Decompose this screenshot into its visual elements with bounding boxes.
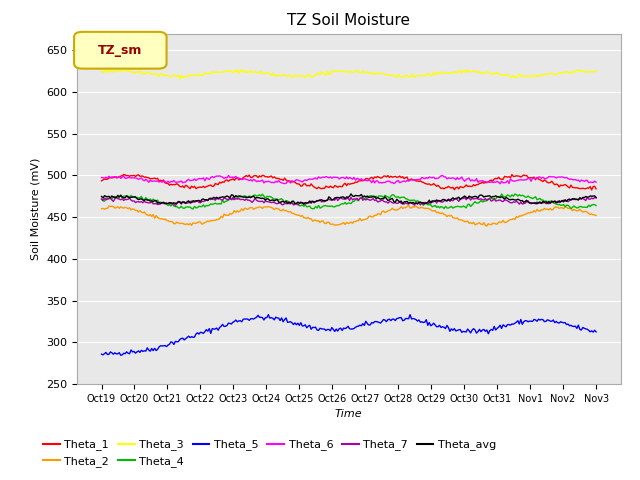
Theta_3 bbox=[511, 74, 518, 80]
Theta_1 bbox=[377, 175, 385, 181]
Theta_5 bbox=[247, 316, 255, 322]
Line: Theta_2: Theta_2 bbox=[102, 205, 596, 226]
Theta_1 bbox=[588, 187, 595, 193]
Line: Theta_3: Theta_3 bbox=[102, 70, 596, 79]
Theta_1 bbox=[209, 183, 216, 189]
Theta_2 bbox=[98, 206, 106, 212]
Theta_2 bbox=[404, 203, 412, 208]
Theta_3 bbox=[378, 71, 386, 77]
Theta_4 bbox=[511, 191, 518, 197]
Theta_4 bbox=[98, 196, 106, 202]
Theta_1 bbox=[504, 174, 511, 180]
Text: TZ_sm: TZ_sm bbox=[98, 44, 143, 57]
Title: TZ Soil Moisture: TZ Soil Moisture bbox=[287, 13, 410, 28]
Theta_avg bbox=[245, 194, 253, 200]
Theta_4 bbox=[104, 197, 111, 203]
Theta_avg bbox=[98, 193, 106, 199]
Theta_4 bbox=[505, 193, 513, 199]
Theta_3 bbox=[592, 68, 600, 74]
Theta_2 bbox=[511, 216, 518, 222]
Theta_avg bbox=[300, 202, 308, 207]
Theta_7 bbox=[247, 198, 255, 204]
Theta_2 bbox=[375, 211, 383, 216]
Theta_4 bbox=[377, 193, 385, 199]
Theta_1 bbox=[247, 175, 255, 180]
Theta_5 bbox=[592, 329, 600, 335]
Theta_avg bbox=[378, 196, 386, 202]
Theta_1 bbox=[509, 174, 517, 180]
Line: Theta_avg: Theta_avg bbox=[102, 194, 596, 204]
Theta_7 bbox=[172, 203, 179, 208]
Theta_3 bbox=[505, 73, 513, 79]
Theta_3 bbox=[176, 76, 184, 82]
Theta_1 bbox=[592, 186, 600, 192]
Theta_avg bbox=[347, 191, 355, 197]
Theta_5 bbox=[117, 352, 125, 358]
Theta_3 bbox=[210, 70, 218, 75]
Theta_6 bbox=[98, 175, 106, 180]
Theta_2 bbox=[207, 217, 214, 223]
Theta_6 bbox=[511, 178, 518, 184]
Theta_7 bbox=[104, 196, 111, 202]
Theta_7 bbox=[209, 196, 216, 202]
Theta_2 bbox=[483, 223, 491, 229]
Theta_6 bbox=[375, 180, 383, 186]
Theta_7 bbox=[511, 199, 518, 205]
Theta_5 bbox=[511, 320, 518, 326]
Theta_7 bbox=[505, 199, 513, 204]
Theta_3 bbox=[248, 70, 256, 75]
Theta_3 bbox=[120, 67, 127, 72]
Theta_6 bbox=[505, 180, 513, 186]
Theta_2 bbox=[505, 217, 513, 223]
Theta_avg bbox=[592, 194, 600, 200]
Theta_4 bbox=[247, 194, 255, 200]
Theta_2 bbox=[104, 205, 111, 211]
Theta_6 bbox=[104, 175, 111, 181]
Line: Theta_6: Theta_6 bbox=[102, 175, 596, 184]
Theta_1 bbox=[120, 172, 127, 178]
Theta_5 bbox=[98, 351, 106, 357]
Theta_4 bbox=[498, 191, 506, 197]
Theta_6 bbox=[245, 178, 253, 183]
Theta_7 bbox=[592, 195, 600, 201]
Theta_3 bbox=[104, 67, 111, 73]
Theta_7 bbox=[378, 197, 386, 203]
Line: Theta_4: Theta_4 bbox=[102, 194, 596, 209]
Theta_4 bbox=[209, 202, 216, 207]
Legend: Theta_1, Theta_2, Theta_3, Theta_4, Theta_5, Theta_6, Theta_7, Theta_avg: Theta_1, Theta_2, Theta_3, Theta_4, Thet… bbox=[39, 435, 500, 471]
Theta_5 bbox=[406, 312, 414, 318]
Y-axis label: Soil Moisture (mV): Soil Moisture (mV) bbox=[30, 157, 40, 260]
Line: Theta_5: Theta_5 bbox=[102, 315, 596, 355]
Theta_6 bbox=[438, 172, 446, 178]
Theta_1 bbox=[98, 178, 106, 184]
FancyBboxPatch shape bbox=[74, 32, 166, 69]
Theta_5 bbox=[209, 326, 216, 332]
Theta_7 bbox=[337, 194, 344, 200]
Theta_4 bbox=[189, 206, 197, 212]
Theta_5 bbox=[377, 320, 385, 326]
Theta_4 bbox=[592, 203, 600, 208]
Theta_6 bbox=[207, 175, 214, 180]
Theta_avg bbox=[207, 195, 214, 201]
Line: Theta_1: Theta_1 bbox=[102, 175, 596, 190]
Line: Theta_7: Theta_7 bbox=[102, 197, 596, 205]
Theta_avg bbox=[511, 197, 518, 203]
Theta_2 bbox=[592, 213, 600, 218]
Theta_5 bbox=[104, 352, 111, 358]
Theta_avg bbox=[104, 194, 111, 200]
Theta_6 bbox=[496, 181, 504, 187]
Theta_1 bbox=[104, 176, 111, 182]
Theta_7 bbox=[98, 196, 106, 202]
Theta_6 bbox=[592, 180, 600, 185]
X-axis label: Time: Time bbox=[335, 409, 363, 419]
Theta_3 bbox=[98, 69, 106, 74]
Theta_5 bbox=[505, 322, 513, 327]
Theta_avg bbox=[505, 197, 513, 203]
Theta_2 bbox=[245, 205, 253, 211]
